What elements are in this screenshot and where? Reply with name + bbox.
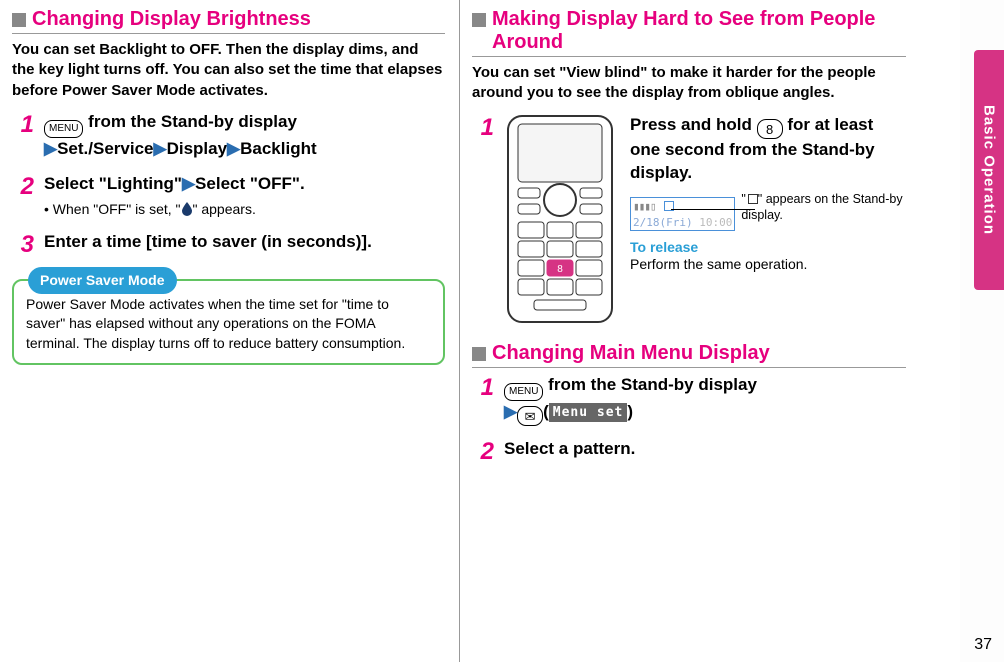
step2-note: • When "OFF" is set, " " appears. — [44, 200, 305, 219]
icon-note-pre: " — [741, 192, 745, 206]
step-body: Enter a time [time to saver (in seconds)… — [44, 231, 372, 257]
step1-p2: Display — [167, 139, 227, 158]
press-pre: Press and hold — [630, 115, 757, 134]
step2-b: Select "OFF". — [195, 174, 305, 193]
step1-text: from the Stand-by display — [83, 112, 296, 131]
mail-key-icon: ✉ — [517, 406, 543, 426]
arrow-icon: ▶ — [44, 139, 57, 158]
to-release-text: Perform the same operation. — [630, 255, 906, 273]
power-saver-callout: Power Saver Mode Power Saver Mode activa… — [12, 279, 445, 366]
page-number: 37 — [974, 636, 992, 654]
step-1-mainmenu: 1 MENU from the Stand-by display ▶✉(Menu… — [472, 374, 906, 427]
heading-text: Changing Main Menu Display — [492, 342, 770, 365]
to-release-label: To release — [630, 239, 906, 255]
step-3-brightness: 3 Enter a time [time to saver (in second… — [12, 231, 445, 257]
disp-date: 2/18(Fri) — [633, 216, 693, 229]
signal-icon: ▮▮▮▯ — [633, 200, 656, 213]
square-bullet-icon — [472, 13, 486, 27]
note-pre: • When "OFF" is set, " — [44, 201, 181, 217]
menu-set-chip: Menu set — [549, 403, 628, 423]
standby-display-illustration: ▮▮▮▯ 2/18(Fri) 10:00 — [630, 197, 735, 231]
display-note-row: ▮▮▮▯ 2/18(Fri) 10:00 "" appears on the S… — [630, 191, 906, 231]
left-column: Changing Display Brightness You can set … — [0, 0, 460, 662]
step-body: Select "Lighting"▶Select "OFF". • When "… — [44, 173, 305, 219]
step-number: 2 — [472, 438, 494, 464]
menu-button-icon: MENU — [44, 120, 83, 138]
arrow-icon: ▶ — [504, 402, 517, 421]
sidebar: Basic Operation — [960, 0, 1004, 662]
right-column: Making Display Hard to See from People A… — [460, 0, 920, 662]
heading-text: Making Display Hard to See from People A… — [492, 8, 906, 54]
arrow-icon: ▶ — [182, 174, 195, 193]
step-1-viewblind: 1 — [472, 114, 906, 324]
step2-a: Select "Lighting" — [44, 174, 182, 193]
step1-p1: Set./Service — [57, 139, 153, 158]
menu-button-icon: MENU — [504, 383, 543, 401]
step-body: MENU from the Stand-by display ▶Set./Ser… — [44, 111, 317, 161]
step-number: 1 — [12, 111, 34, 161]
step-body: Select a pattern. — [504, 438, 635, 464]
lead-brightness: You can set Backlight to OFF. Then the d… — [12, 40, 445, 101]
step-number: 2 — [12, 173, 34, 219]
heading-text: Changing Display Brightness — [32, 8, 311, 31]
step1-right-body: Press and hold 8 for at least one second… — [630, 114, 906, 274]
section-heading-viewblind: Making Display Hard to See from People A… — [472, 8, 906, 57]
step1-p3: Backlight — [240, 139, 317, 158]
step1-text: Press and hold 8 for at least one second… — [630, 114, 906, 186]
section-heading-brightness: Changing Display Brightness — [12, 8, 445, 34]
step-number: 1 — [472, 114, 494, 324]
mm-step1-text: from the Stand-by display — [543, 375, 756, 394]
svg-text:8: 8 — [557, 264, 563, 275]
step-body: MENU from the Stand-by display ▶✉(Menu s… — [504, 374, 757, 427]
section-heading-mainmenu: Changing Main Menu Display — [472, 342, 906, 368]
droplet-icon — [181, 202, 193, 216]
phone-layout: 8 Press and hold 8 for at least one seco… — [504, 114, 906, 324]
step-2-brightness: 2 Select "Lighting"▶Select "OFF". • When… — [12, 173, 445, 219]
step-1-brightness: 1 MENU from the Stand-by display ▶Set./S… — [12, 111, 445, 161]
key-8-icon: 8 — [757, 119, 783, 139]
callout-line-icon — [671, 209, 755, 210]
callout-tag: Power Saver Mode — [28, 267, 177, 295]
arrow-icon: ▶ — [153, 139, 166, 158]
phone-icon: 8 — [504, 114, 616, 324]
disp-time: 10:00 — [699, 216, 732, 229]
step-number: 1 — [472, 374, 494, 427]
lead-viewblind: You can set "View blind" to make it hard… — [472, 63, 906, 104]
step-number: 3 — [12, 231, 34, 257]
step-2-mainmenu: 2 Select a pattern. — [472, 438, 906, 464]
icon-note: "" appears on the Stand-by display. — [741, 191, 906, 224]
square-bullet-icon — [472, 347, 486, 361]
viewblind-icon — [748, 194, 758, 204]
square-bullet-icon — [12, 13, 26, 27]
phone-illustration: 8 — [504, 114, 616, 324]
note-post: " appears. — [193, 201, 256, 217]
arrow-icon: ▶ — [227, 139, 240, 158]
sidebar-tab: Basic Operation — [974, 50, 1004, 290]
callout-body: Power Saver Mode activates when the time… — [26, 295, 431, 354]
icon-note-post: " appears on the Stand-by display. — [741, 192, 902, 222]
